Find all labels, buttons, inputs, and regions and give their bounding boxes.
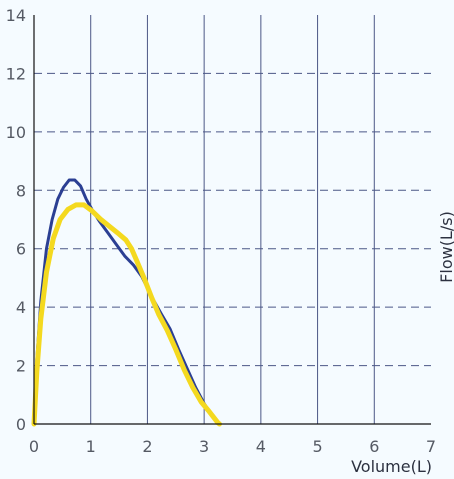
x-tick-label: 3 bbox=[199, 437, 209, 456]
series-line-yellow bbox=[31, 202, 222, 427]
y-tick-label: 14 bbox=[6, 6, 26, 25]
y-tick-label: 2 bbox=[16, 357, 26, 376]
y-tick-label: 0 bbox=[16, 415, 26, 434]
x-tick-label: 2 bbox=[142, 437, 152, 456]
grid-layer bbox=[34, 15, 431, 424]
y-tick-label: 6 bbox=[16, 240, 26, 259]
y-axis-title: Flow(L/s) bbox=[437, 211, 454, 283]
series-line-blue bbox=[32, 178, 221, 426]
axis-layer bbox=[33, 15, 431, 425]
x-tick-label: 1 bbox=[86, 437, 96, 456]
x-tick-label: 5 bbox=[312, 437, 322, 456]
y-tick-label: 12 bbox=[6, 64, 26, 83]
y-tick-label: 4 bbox=[16, 298, 26, 317]
x-axis-title: Volume(L) bbox=[351, 457, 432, 476]
x-tick-label: 7 bbox=[426, 437, 436, 456]
y-tick-label: 10 bbox=[6, 123, 26, 142]
x-tick-label: 0 bbox=[29, 437, 39, 456]
x-tick-label: 4 bbox=[256, 437, 266, 456]
x-tick-label: 6 bbox=[369, 437, 379, 456]
series-layer bbox=[31, 178, 222, 427]
y-tick-label: 8 bbox=[16, 181, 26, 200]
